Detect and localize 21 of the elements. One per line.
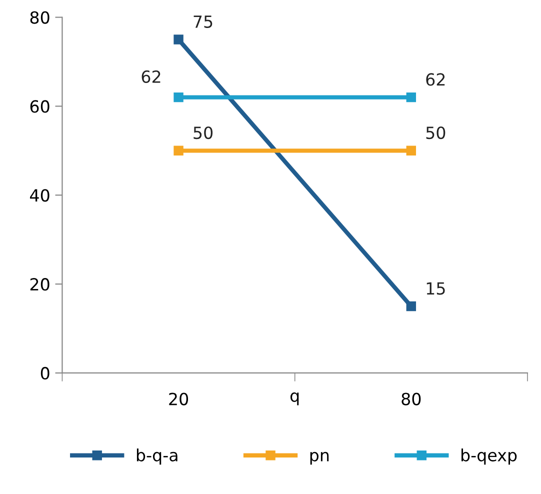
data-label: 50 [194, 126, 213, 140]
x-axis-title: q [290, 392, 299, 406]
point [174, 92, 184, 102]
data-label: 75 [194, 16, 212, 28]
point [174, 34, 184, 44]
data-label: 50 [426, 126, 446, 140]
legend-label: b-q-a [136, 448, 178, 465]
point [406, 146, 416, 156]
y-tick-label: 60 [30, 100, 50, 113]
point [174, 146, 184, 156]
y-tick-label: 20 [30, 278, 50, 291]
y-tick-label: 40 [30, 189, 50, 202]
point [406, 92, 416, 102]
y-tick-label: 80 [30, 11, 50, 24]
data-label: 62 [426, 73, 445, 86]
legend-label: pn [310, 452, 329, 465]
data-label: 15 [426, 282, 445, 295]
data-label: 62 [142, 70, 160, 83]
point [406, 301, 416, 312]
legend-label: b-qexp [462, 448, 517, 465]
y-tick-label: 0 [40, 366, 50, 380]
